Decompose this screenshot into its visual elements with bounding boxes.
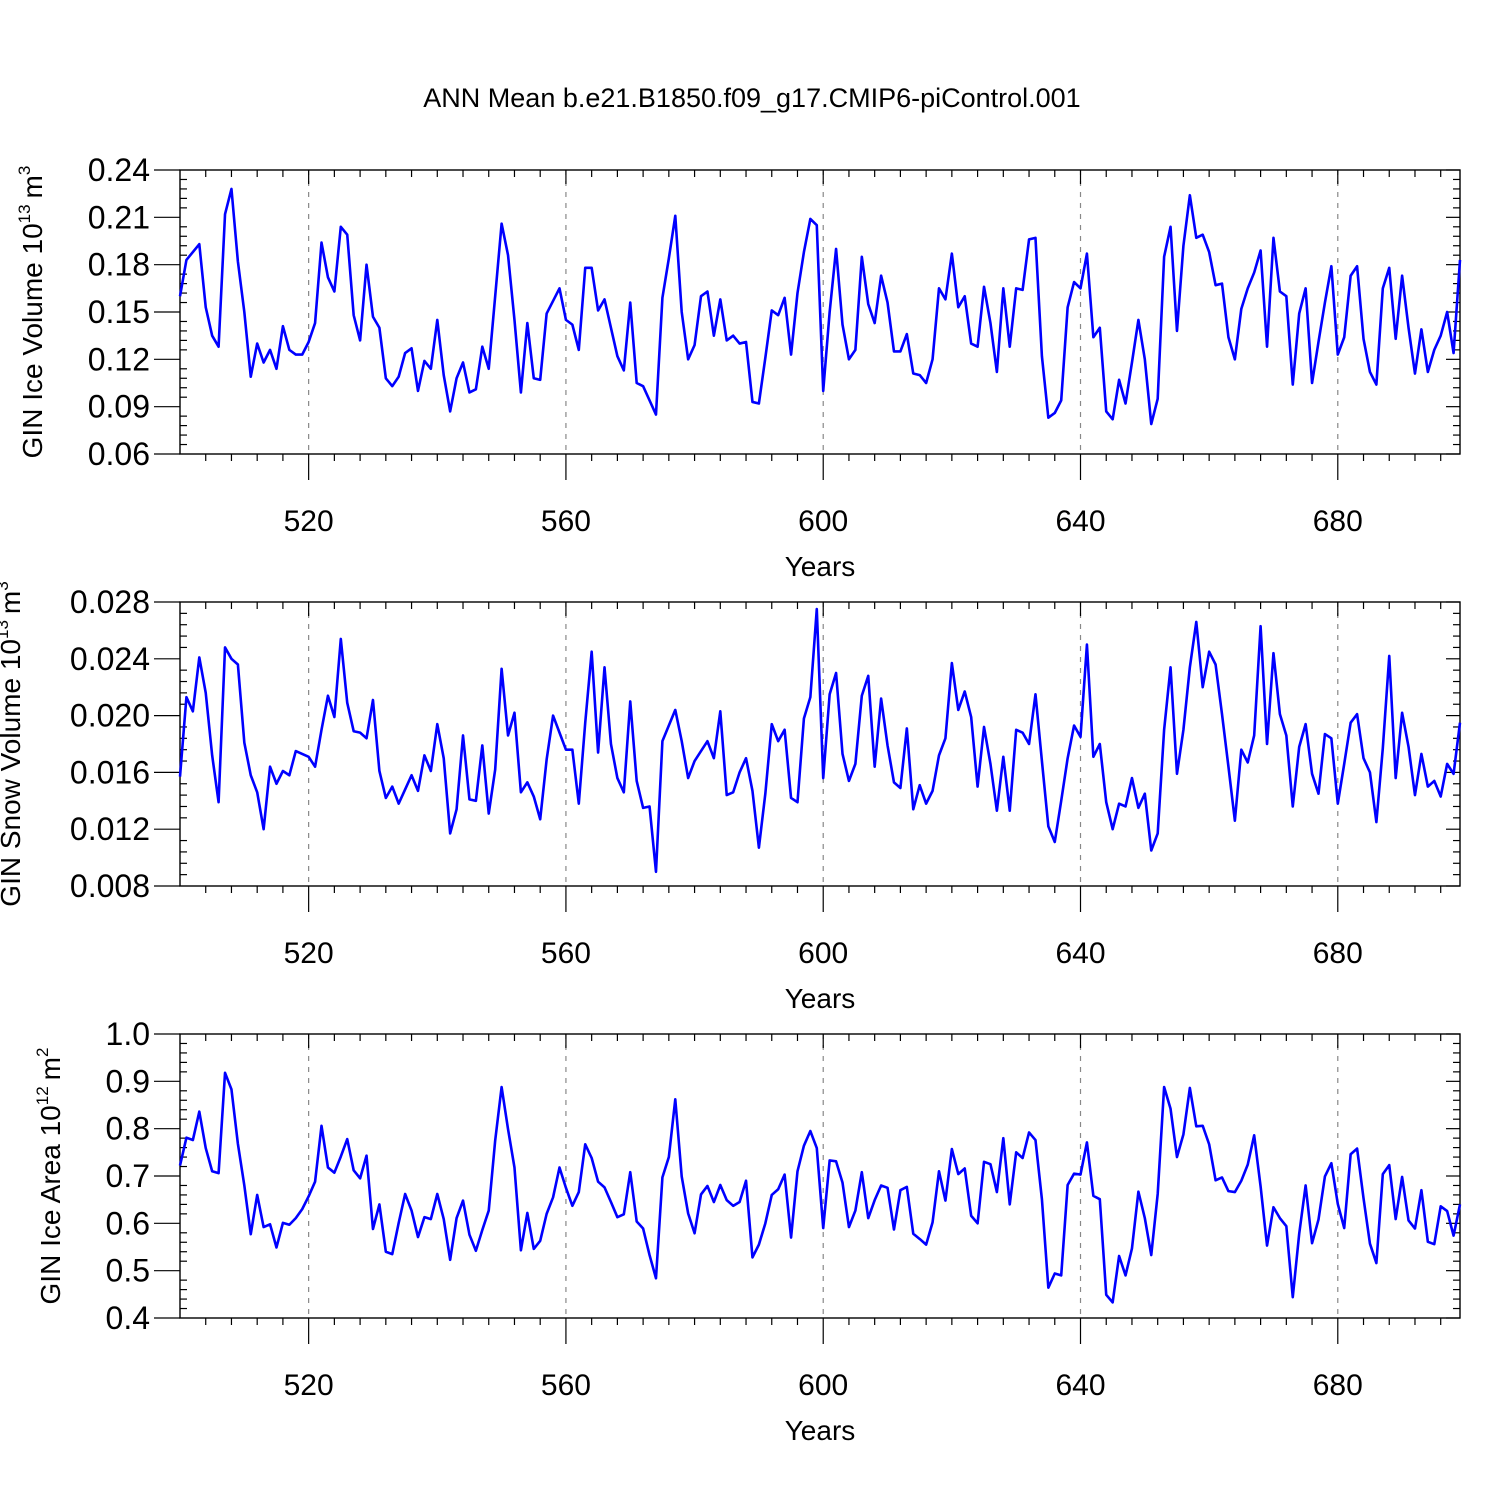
- y-tick-label: 0.18: [88, 247, 150, 283]
- series-line-snow-volume: [178, 607, 1462, 874]
- plot-frame: [179, 601, 1461, 887]
- panel-ice-area: 0.4 0.5 0.6 0.7 0.8 0.9 1.0 520 560 600 640 680 Year…: [33, 1016, 1462, 1446]
- panel-ice-volume: 0.06 0.09 0.12 0.15 0.18 0.21 0.24 520 560 600 640…: [15, 152, 1462, 582]
- x-tick-label: 600: [798, 1369, 848, 1402]
- x-tick-label: 560: [541, 505, 591, 538]
- y-tick-label: 0.8: [106, 1111, 150, 1147]
- x-tick-label: 560: [541, 937, 591, 970]
- x-tick-label: 640: [1055, 1369, 1105, 1402]
- x-tick-label: 680: [1313, 505, 1363, 538]
- x-tick-label: 600: [798, 505, 848, 538]
- y-tick-label: 0.09: [88, 389, 150, 425]
- y-tick-label: 0.9: [106, 1063, 150, 1099]
- y-tick-label: 0.5: [106, 1253, 150, 1289]
- y-tick-label: 0.24: [88, 152, 150, 188]
- x-tick-label: 680: [1313, 1369, 1363, 1402]
- x-axis-label: Years: [785, 983, 856, 1014]
- y-axis-label: GIN Snow Volume 1013m3: [0, 581, 26, 906]
- x-tick-label: 640: [1055, 937, 1105, 970]
- x-tick-label: 520: [284, 1369, 334, 1402]
- y-tick-label: 0.012: [70, 811, 150, 847]
- x-tick-label: 560: [541, 1369, 591, 1402]
- y-tick-label: 0.008: [70, 868, 150, 904]
- y-tick-label: 0.6: [106, 1205, 150, 1241]
- x-axis-label: Years: [785, 551, 856, 582]
- x-tick-label: 520: [284, 937, 334, 970]
- y-tick-label: 0.7: [106, 1158, 150, 1194]
- y-tick-label: 0.020: [70, 698, 150, 734]
- y-axis-label: GIN Ice Volume 1013m3: [15, 166, 48, 459]
- x-axis-label: Years: [785, 1415, 856, 1446]
- y-tick-label: 1.0: [106, 1016, 150, 1052]
- y-tick-label: 0.21: [88, 199, 150, 235]
- y-tick-label: 0.12: [88, 341, 150, 377]
- series-line-ice-volume: [178, 187, 1462, 426]
- x-tick-label: 680: [1313, 937, 1363, 970]
- x-tick-label: 640: [1055, 505, 1105, 538]
- y-tick-label: 0.024: [70, 641, 150, 677]
- series-line-ice-area: [178, 1071, 1462, 1304]
- x-tick-label: 600: [798, 937, 848, 970]
- y-tick-label: 0.028: [70, 584, 150, 620]
- y-axis-label: GIN Ice Area 1012m2: [33, 1048, 66, 1305]
- panels-group: 0.06 0.09 0.12 0.15 0.18 0.21 0.24 520 560 600 640…: [0, 152, 1462, 1446]
- chart-title: ANN Mean b.e21.B1850.f09_g17.CMIP6-piCon…: [423, 83, 1080, 113]
- y-tick-label: 0.4: [106, 1300, 150, 1336]
- panel-snow-volume: 0.008 0.012 0.016 0.020 0.024 0.028 520 560 600 6…: [0, 581, 1462, 1014]
- y-tick-label: 0.016: [70, 754, 150, 790]
- x-tick-label: 520: [284, 505, 334, 538]
- y-tick-label: 0.15: [88, 294, 150, 330]
- y-tick-label: 0.06: [88, 436, 150, 472]
